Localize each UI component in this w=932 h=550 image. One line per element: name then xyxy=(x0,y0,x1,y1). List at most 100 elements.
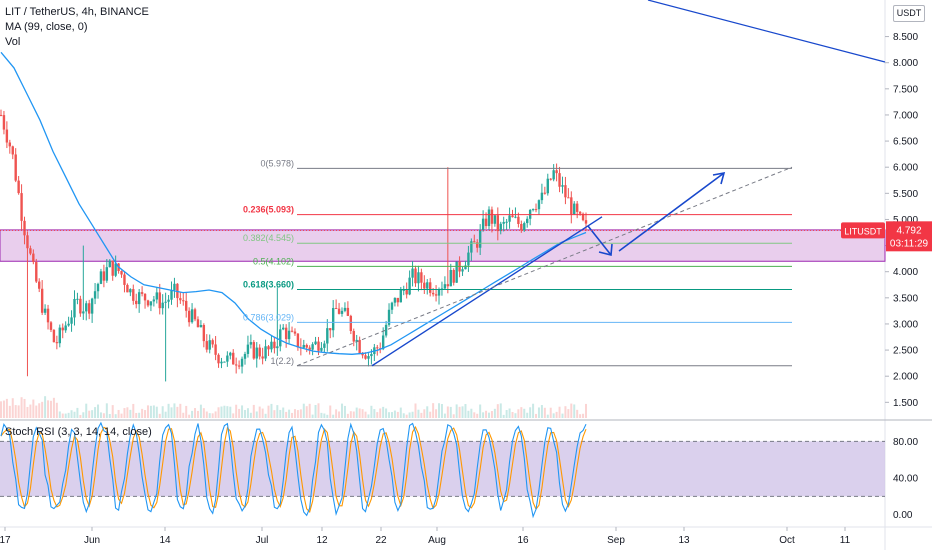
candle-body xyxy=(129,289,132,293)
candle-body xyxy=(164,301,167,303)
volume-bar xyxy=(385,408,388,418)
candle-body xyxy=(493,215,497,224)
candle-body xyxy=(293,331,297,334)
volume-bar xyxy=(446,406,449,418)
volume-bar xyxy=(505,409,508,418)
volume-bar xyxy=(493,408,496,418)
volume-bar xyxy=(320,412,323,418)
candle-body xyxy=(405,289,408,295)
price-tick-label: 7.000 xyxy=(893,110,918,121)
volume-bar xyxy=(549,407,552,418)
candle-body xyxy=(240,358,244,367)
candle-body xyxy=(470,241,473,253)
ticker-label: LITUSDT xyxy=(844,226,882,236)
volume-bar xyxy=(537,407,540,418)
fib-level-label: 1(2.2) xyxy=(270,356,294,366)
volume-bar xyxy=(443,413,446,418)
candle-body xyxy=(82,311,85,314)
volume-bar xyxy=(229,406,232,418)
candle-body xyxy=(452,269,455,283)
volume-bar xyxy=(458,406,461,418)
dashed-projection-line xyxy=(296,166,793,367)
candle-body xyxy=(499,223,502,232)
candle-body xyxy=(358,339,361,354)
candle-body xyxy=(237,365,241,367)
downtrend-line xyxy=(647,0,886,63)
ma-indicator-label[interactable]: MA (99, close, 0) xyxy=(5,21,88,33)
volume-bar xyxy=(585,403,587,418)
volume-bar xyxy=(576,409,579,418)
volume-bar xyxy=(499,403,502,418)
volume-bar xyxy=(352,411,355,418)
volume-bar xyxy=(276,405,279,418)
support-zone xyxy=(0,229,886,262)
candle-body xyxy=(352,330,355,342)
candle-body xyxy=(434,294,438,296)
volume-bar xyxy=(149,405,152,418)
stoch-k-line xyxy=(0,421,587,519)
down-arrow-head xyxy=(598,243,613,257)
volume-bar xyxy=(376,412,379,418)
volume-bar xyxy=(29,404,32,418)
volume-bar xyxy=(540,405,543,418)
volume-bar xyxy=(223,405,226,418)
volume-bar xyxy=(179,403,182,418)
symbol-title: LIT / TetherUS, 4h, BINANCE xyxy=(5,6,149,18)
candle-body xyxy=(229,352,232,356)
volume-bar xyxy=(238,408,241,418)
volume-bar xyxy=(529,407,532,418)
volume-bar xyxy=(152,405,155,418)
volume-bar xyxy=(485,410,488,418)
volume-bar xyxy=(487,412,490,418)
candle-body xyxy=(223,361,226,363)
volume-bar xyxy=(558,406,561,418)
candle-body xyxy=(461,269,464,272)
candle-body xyxy=(67,323,70,326)
candle-body xyxy=(108,260,111,268)
candle-body xyxy=(102,271,106,281)
candle-body xyxy=(387,309,391,325)
volume-bar xyxy=(141,408,144,418)
candle-body xyxy=(317,341,320,351)
volume-bar xyxy=(470,408,473,418)
candle-body xyxy=(573,203,576,215)
price-tick-label: 3.500 xyxy=(893,293,918,304)
candle-body xyxy=(270,341,273,350)
volume-bar xyxy=(402,413,405,418)
stoch-rsi-label[interactable]: Stoch RSI (3, 3, 14, 14, close) xyxy=(5,426,152,438)
volume-bar xyxy=(91,410,94,418)
volume-bar xyxy=(329,405,332,418)
candle-body xyxy=(202,324,206,342)
volume-bar xyxy=(508,408,511,418)
candle-body xyxy=(173,283,176,291)
volume-bar xyxy=(120,413,123,418)
candle-body xyxy=(517,216,520,224)
currency-button[interactable]: USDT xyxy=(893,5,925,22)
candle-body xyxy=(396,297,400,303)
time-tick-label: Jul xyxy=(256,535,269,546)
volume-bar xyxy=(155,406,158,418)
candle-body xyxy=(428,282,432,293)
candle-body xyxy=(208,340,211,350)
candle-body xyxy=(32,253,35,263)
volume-bar xyxy=(17,405,20,418)
candle-body xyxy=(140,292,144,294)
volume-indicator-label[interactable]: Vol xyxy=(5,36,21,48)
volume-bar xyxy=(129,409,132,418)
candle-body xyxy=(93,291,97,299)
volume-bar xyxy=(38,403,41,418)
candle-body xyxy=(558,173,561,187)
volume-bar xyxy=(305,406,308,418)
volume-bar xyxy=(296,410,299,418)
volume-bar xyxy=(285,411,288,418)
candle-body xyxy=(205,341,208,350)
candle-body xyxy=(564,185,567,198)
volume-bar xyxy=(214,411,217,418)
ma-99-line xyxy=(0,51,587,355)
candle-body xyxy=(182,300,185,302)
candle-body xyxy=(543,192,547,194)
candle-body xyxy=(114,263,117,276)
volume-bar xyxy=(526,412,529,418)
candle-body xyxy=(514,216,517,218)
